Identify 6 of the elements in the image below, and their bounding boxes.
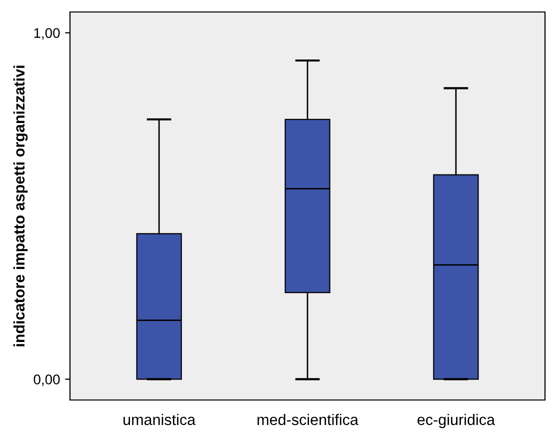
y-axis-title: indicatore impatto aspetti organizzativi (13, 66, 28, 346)
x-tick-label: umanistica (124, 414, 196, 426)
x-tick-label: ec-giuridica (418, 414, 495, 428)
y-tick-label: 1,00 (34, 28, 60, 40)
x-tick-label: med-scientifica (258, 414, 358, 426)
y-tick-label: 0,00 (34, 374, 60, 386)
